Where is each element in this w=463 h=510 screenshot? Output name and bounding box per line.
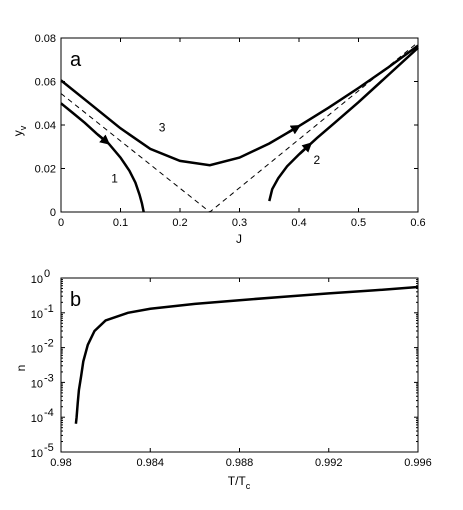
panel-b-xtick-label: 0.984 (136, 457, 164, 469)
series-3-line (60, 44, 419, 167)
panel-a-ticks: 0 0.1 0.2 0.3 0.4 0.5 0.6 0 0.02 0.04 0.06 0.08 (35, 33, 426, 229)
panel-b-ytick-exponent: -5 (44, 442, 54, 454)
panel-b-ytick-label: 10 (31, 413, 43, 425)
panel-b-xlabel-main: T/T (228, 474, 247, 488)
panel-a-ylabel: yv (11, 125, 28, 136)
panel-b-letter: b (70, 289, 81, 311)
panel-a-ylabel-main: y (11, 130, 25, 136)
panel-a-xtick-label: 0.2 (172, 217, 187, 229)
panel-b: 0.98 0.984 0.988 0.992 0.99610-510-410-310-2… (14, 268, 432, 491)
series-2-arrow (299, 142, 313, 155)
panel-b-ytick-exponent: -2 (44, 338, 54, 350)
panel-b-xtick-label: 0.988 (226, 457, 254, 469)
panel-a-xtick-label: 0.1 (113, 217, 128, 229)
panel-b-ticks: 0.98 0.984 0.988 0.992 0.99610-510-410-310-2… (31, 268, 432, 469)
panel-b-ytick-label: 10 (31, 448, 43, 460)
panel-a-xtick-label: 0.6 (410, 217, 425, 229)
panel-b-ytick-exponent: -1 (44, 303, 54, 315)
series-3-arrow (287, 124, 301, 135)
panel-b-ytick-exponent: -3 (44, 372, 54, 384)
panel-b-xlabel-sub: c (246, 481, 251, 491)
panel-a-ytick-label: 0.04 (35, 120, 56, 132)
panel-a-xtick-label: 0 (58, 217, 64, 229)
panel-a-ytick-label: 0.02 (35, 164, 56, 176)
panel-b-curves (74, 285, 419, 424)
panel-b-xtick-label: 0.992 (315, 457, 343, 469)
panel-a-xlabel: J (236, 232, 242, 246)
curve-label-2: 2 (314, 153, 321, 167)
series-1-arrow (97, 133, 111, 145)
panel-a: 0 0.1 0.2 0.3 0.4 0.5 0.6 0 0.02 0.04 0.06 0.08 1 2 3… (11, 33, 426, 246)
panel-b-ytick-label: 10 (31, 378, 43, 390)
curve-label-3: 3 (159, 121, 166, 135)
panel-a-curves: 1 2 3 (60, 41, 419, 213)
curve-label-1: 1 (111, 172, 118, 186)
panel-a-xtick-label: 0.3 (232, 217, 247, 229)
panel-b-ytick-label: 10 (31, 344, 43, 356)
panel-a-ylabel-sub: v (18, 125, 28, 130)
panel-a-ytick-label: 0.08 (35, 33, 56, 45)
series-2-line (268, 46, 419, 202)
svg-text:yv: yv (11, 125, 28, 136)
panel-b-series-line (74, 285, 419, 424)
panel-b-ylabel: n (14, 365, 28, 372)
panel-b-xlabel: T/Tc (228, 474, 251, 491)
panel-b-ytick-exponent: 0 (44, 268, 50, 280)
panel-b-ytick-label: 10 (31, 274, 43, 286)
panel-a-xtick-label: 0.5 (351, 217, 366, 229)
panel-a-xtick-label: 0.4 (291, 217, 306, 229)
panel-a-ytick-label: 0 (50, 207, 56, 219)
series-1-line (60, 102, 145, 213)
panel-b-ytick-label: 10 (31, 309, 43, 321)
panel-b-frame (60, 277, 419, 453)
panel-a-ytick-label: 0.06 (35, 77, 56, 89)
panel-b-xtick-label: 0.98 (50, 457, 71, 469)
panel-a-letter: a (70, 49, 82, 71)
panel-b-ytick-exponent: -4 (44, 407, 54, 419)
panel-b-xtick-label: 0.996 (404, 457, 432, 469)
series-separatrix-line (60, 41, 419, 213)
